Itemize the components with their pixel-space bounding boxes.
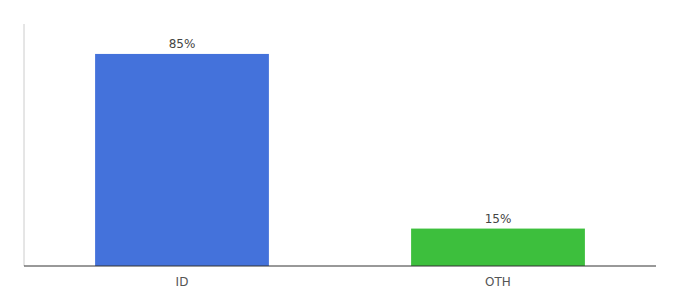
data-label: 15% bbox=[485, 212, 512, 226]
data-labels: 85% 15% bbox=[169, 37, 512, 226]
x-tick-label: ID bbox=[176, 275, 189, 289]
chart: 85% 15% ID OTH bbox=[0, 0, 680, 300]
chart-container: 85% 15% ID OTH bbox=[0, 0, 680, 300]
y-axis-line bbox=[24, 24, 25, 266]
x-axis-line bbox=[24, 266, 656, 267]
x-tick-label: OTH bbox=[485, 275, 511, 289]
data-label: 85% bbox=[169, 37, 196, 51]
x-tick-labels: ID OTH bbox=[176, 275, 511, 289]
bar bbox=[411, 229, 585, 266]
bar bbox=[95, 54, 269, 266]
bars bbox=[95, 54, 585, 266]
